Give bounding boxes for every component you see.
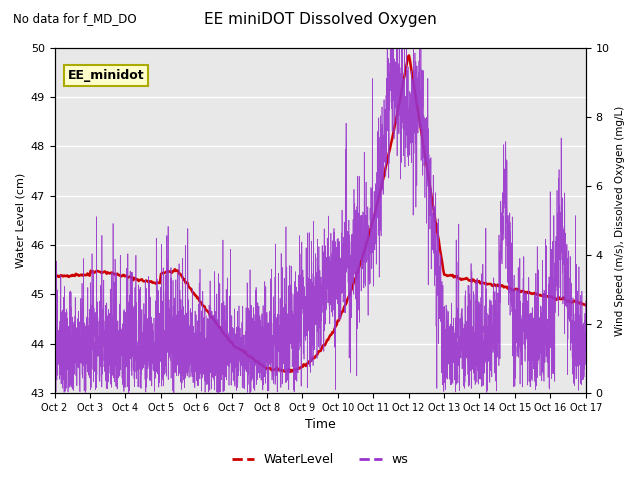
X-axis label: Time: Time (305, 419, 335, 432)
Legend: WaterLevel, ws: WaterLevel, ws (227, 448, 413, 471)
Y-axis label: Water Level (cm): Water Level (cm) (15, 173, 25, 268)
Text: EE_minidot: EE_minidot (68, 69, 145, 82)
Y-axis label: Wind Speed (m/s), Dissolved Oxygen (mg/L): Wind Speed (m/s), Dissolved Oxygen (mg/L… (615, 105, 625, 336)
Text: No data for f_MD_DO: No data for f_MD_DO (13, 12, 136, 25)
Text: EE miniDOT Dissolved Oxygen: EE miniDOT Dissolved Oxygen (204, 12, 436, 27)
